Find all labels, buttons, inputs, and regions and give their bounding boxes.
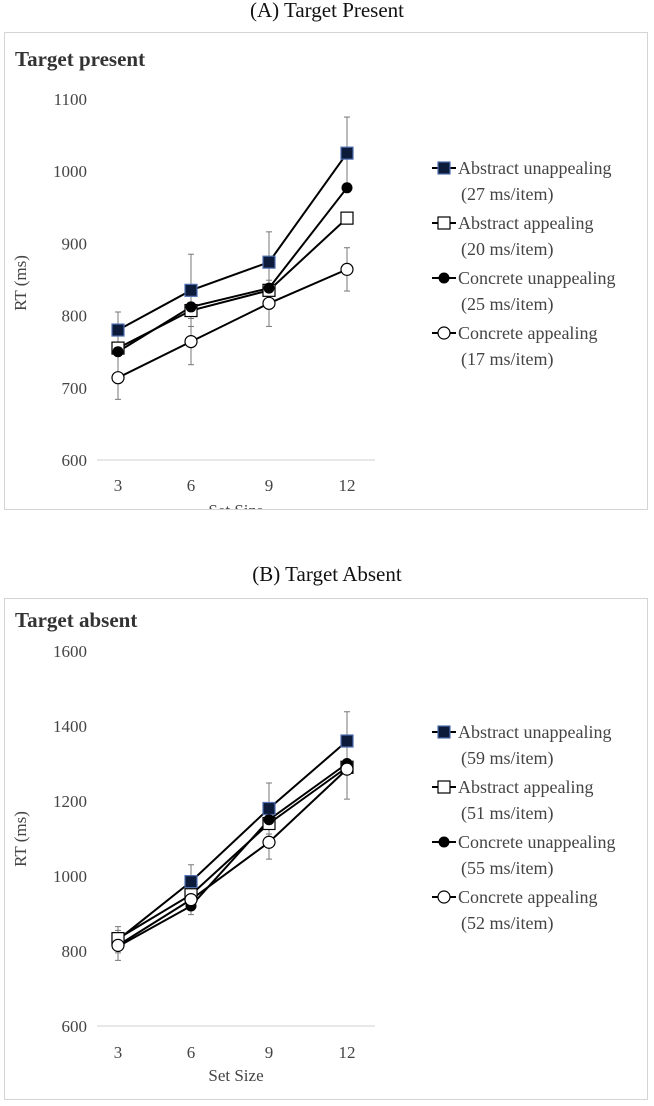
legend-marker	[437, 326, 451, 340]
data-point-series-3	[340, 262, 354, 276]
y-tick-label: 800	[62, 307, 88, 326]
legend-rate: (52 ms/item)	[461, 913, 554, 934]
legend-rate: (20 ms/item)	[461, 239, 554, 260]
data-point-series-0	[340, 734, 354, 748]
legend-marker	[437, 216, 451, 230]
chart-title: Target absent	[15, 608, 137, 632]
y-axis-label: RT (ms)	[11, 811, 30, 867]
legend-marker	[437, 161, 451, 175]
data-point-series-3	[340, 762, 354, 776]
y-tick-label: 1000	[53, 867, 87, 886]
x-tick-label: 12	[339, 1043, 356, 1062]
legend-marker	[437, 780, 451, 794]
y-tick-label: 1400	[53, 717, 87, 736]
series-line-0	[117, 740, 348, 941]
legend-label: Abstract unappealing	[458, 722, 611, 742]
series-line-1	[117, 217, 348, 349]
data-point-series-2	[112, 346, 124, 358]
data-point-series-0	[184, 875, 198, 889]
y-tick-label: 600	[62, 1017, 88, 1036]
y-tick-label: 1000	[53, 162, 87, 181]
data-point-series-0	[184, 283, 198, 297]
x-tick-label: 6	[187, 476, 196, 495]
data-point-series-2	[263, 814, 275, 826]
series-line-0	[117, 152, 348, 331]
caption-b: (B) Target Absent	[252, 562, 402, 586]
y-tick-label: 1600	[53, 642, 87, 661]
legend-label: Concrete unappealing	[458, 268, 615, 288]
legend-marker	[438, 272, 450, 284]
y-axis-label: RT (ms)	[11, 255, 30, 311]
legend-label: Abstract appealing	[458, 777, 593, 797]
series-line-2	[117, 187, 348, 353]
data-point-series-3	[111, 371, 125, 385]
legend-rate: (27 ms/item)	[461, 184, 554, 205]
data-point-series-1	[340, 211, 354, 225]
legend-rate: (17 ms/item)	[461, 349, 554, 370]
x-tick-label: 3	[114, 476, 123, 495]
data-point-series-0	[262, 255, 276, 269]
legend-marker	[437, 725, 451, 739]
legend-rate: (59 ms/item)	[461, 748, 554, 769]
series-line-1	[117, 766, 348, 940]
panel-b: Target absent 600 800 1000 1200 1400 1600 3 6 9 12…	[4, 598, 648, 1100]
x-axis-label: Set Size	[208, 501, 263, 509]
y-tick-label: 1200	[53, 792, 87, 811]
series-line-3	[117, 768, 348, 947]
data-point-series-3	[111, 938, 125, 952]
chart-title: Target present	[15, 47, 145, 71]
data-point-series-0	[111, 323, 125, 337]
data-point-series-2	[263, 282, 275, 294]
series-line-2	[117, 762, 348, 948]
y-tick-label: 1100	[54, 90, 87, 109]
legend-label: Concrete appealing	[458, 323, 597, 343]
data-point-series-0	[340, 146, 354, 160]
legend-marker	[438, 836, 450, 848]
x-tick-label: 12	[339, 476, 356, 495]
x-axis-label: Set Size	[208, 1066, 263, 1085]
data-point-series-2	[341, 182, 353, 194]
x-tick-label: 9	[265, 476, 274, 495]
legend-label: Concrete unappealing	[458, 832, 615, 852]
data-point-series-0	[262, 801, 276, 816]
legend-label: Abstract unappealing	[458, 158, 611, 178]
caption-a: (A) Target Present	[249, 0, 405, 22]
chart-target-present: Target present 600 700 800 900 1000 1100 3 6 9 12 S…	[11, 47, 615, 509]
x-tick-label: 9	[265, 1043, 274, 1062]
data-point-series-3	[262, 296, 276, 310]
x-tick-label: 6	[187, 1043, 196, 1062]
x-tick-label: 3	[114, 1043, 123, 1062]
y-tick-label: 900	[62, 234, 88, 253]
data-point-series-3	[184, 893, 198, 907]
legend-label: Abstract appealing	[458, 213, 593, 233]
y-tick-label: 600	[62, 451, 88, 470]
y-tick-label: 800	[62, 942, 88, 961]
legend-rate: (55 ms/item)	[461, 858, 554, 879]
legend-rate: (25 ms/item)	[461, 294, 554, 315]
data-point-series-2	[185, 301, 197, 313]
legend-rate: (51 ms/item)	[461, 803, 554, 824]
panel-a: Target present 600 700 800 900 1000 1100 3 6 9 12 S…	[4, 32, 648, 510]
data-point-series-3	[184, 334, 198, 349]
legend-label: Concrete appealing	[458, 887, 597, 907]
series-line-3	[117, 268, 348, 379]
y-tick-label: 700	[62, 379, 88, 398]
data-point-series-3	[262, 835, 276, 849]
chart-target-absent: Target absent 600 800 1000 1200 1400 1600 3 6 9 12…	[11, 608, 615, 1085]
legend-marker	[437, 890, 451, 904]
